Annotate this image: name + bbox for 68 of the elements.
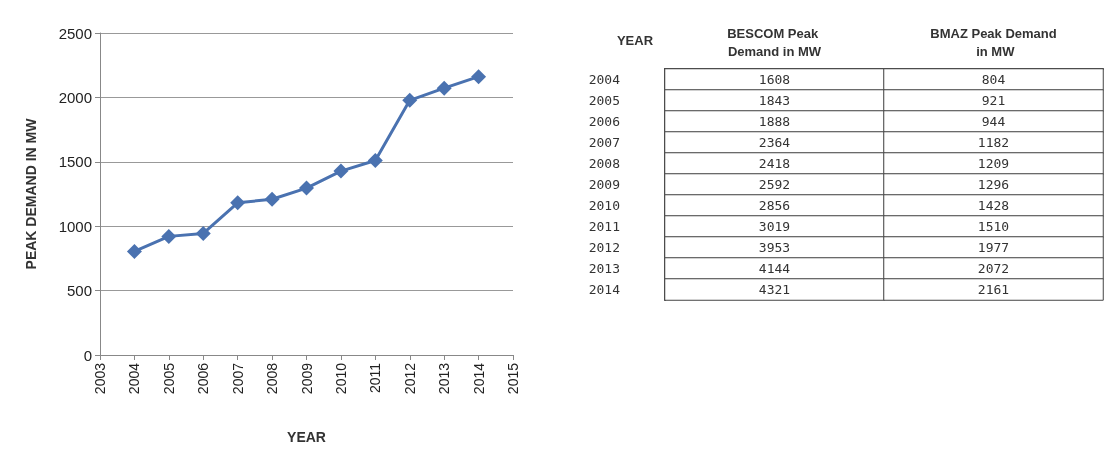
data-label: 4321 [758, 282, 791, 297]
x-tick-label: 2011 [367, 362, 384, 394]
x-tick-label: 2012 [401, 362, 418, 395]
x-tick-label: 2014 [470, 362, 487, 395]
data-label: 2072 [977, 261, 1010, 276]
data-label: 1510 [977, 219, 1010, 234]
data-label: 4144 [758, 261, 791, 276]
data-label: 1977 [977, 240, 1010, 255]
data-label: 921 [981, 93, 1006, 108]
y-tick-label: 2004 [588, 72, 621, 87]
x-tick-label: 2009 [298, 362, 315, 395]
y-tick-label: 2008 [588, 156, 620, 171]
y-tick-label: 500 [66, 282, 92, 300]
y-tick-label: 2007 [588, 135, 620, 150]
data-label: 2418 [758, 156, 791, 171]
data-label: 1428 [977, 198, 1010, 213]
data-label: 1608 [758, 72, 791, 87]
y-tick-label: 1500 [58, 153, 92, 171]
y-tick-label: 2014 [588, 282, 621, 297]
y-tick-label: 1000 [58, 217, 92, 235]
data-label: 1296 [977, 177, 1010, 192]
point [299, 180, 314, 196]
point [436, 80, 452, 96]
y-tick-label: 2009 [588, 177, 620, 192]
x-tick-label: BESCOM Peak Demand in MW [727, 25, 822, 59]
point [333, 163, 349, 179]
x-tick-label: 2006 [195, 362, 212, 395]
data-label: 2856 [758, 198, 791, 213]
point [230, 195, 246, 211]
data-label: 3019 [758, 219, 791, 234]
x-tick-label: 2005 [160, 362, 177, 395]
y-axis-title: PEAK DEMAND IN MW [23, 117, 39, 270]
y-axis-title: YEAR [616, 33, 654, 48]
point [402, 92, 418, 108]
data-label: 1182 [977, 135, 1010, 150]
y-tick-label: 2012 [588, 240, 620, 255]
y-tick-label: 0 [83, 346, 92, 364]
y-tick-label: 2500 [58, 24, 92, 42]
data-label: 2592 [758, 177, 791, 192]
x-tick-label: 2004 [126, 362, 143, 395]
data-label: 2161 [977, 282, 1010, 297]
point [367, 153, 383, 169]
x-tick-label: 2007 [229, 362, 246, 395]
data-label: 1843 [758, 93, 791, 108]
point [264, 191, 280, 207]
point [471, 69, 487, 85]
data-label: 1888 [758, 114, 791, 129]
data-label: 3953 [758, 240, 791, 255]
x-tick-label: 2015 [505, 362, 521, 395]
data-label: 944 [981, 114, 1006, 129]
x-tick-label: BMAZ Peak Demand in MW [930, 25, 1057, 59]
y-tick-label: 2006 [588, 114, 620, 129]
y-tick-label: 2000 [58, 88, 92, 106]
x-tick-label: 2003 [92, 362, 108, 395]
data-label: 2364 [758, 135, 791, 150]
point [161, 228, 177, 244]
point [195, 225, 211, 241]
y-tick-label: 2010 [588, 198, 620, 213]
y-tick-label: 2013 [588, 261, 620, 276]
data-label: 1209 [977, 156, 1010, 171]
point [126, 243, 142, 259]
x-tick-label: 2008 [264, 362, 281, 395]
x-axis-title: YEAR [287, 429, 326, 445]
y-tick-label: 2011 [588, 219, 620, 234]
x-tick-label: 2013 [436, 362, 453, 395]
data-label: 804 [981, 72, 1006, 87]
y-tick-label: 2005 [588, 93, 620, 108]
x-tick-label: 2010 [332, 362, 349, 395]
